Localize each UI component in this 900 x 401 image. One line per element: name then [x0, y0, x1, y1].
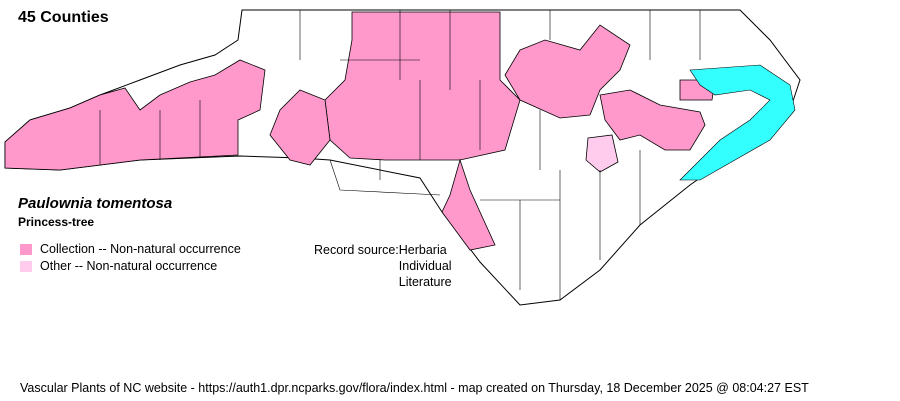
record-source-item: Literature [398, 275, 452, 289]
legend-item-collection: Collection -- Non-natural occurrence [20, 242, 241, 256]
other-county [585, 134, 619, 173]
record-source: Record source: Herbaria Individual Liter… [314, 242, 452, 290]
legend-swatch-other [20, 260, 32, 272]
legend-item-other: Other -- Non-natural occurrence [20, 259, 217, 273]
county-count: 45 Counties [18, 9, 109, 26]
species-scientific-name: Paulownia tomentosa [18, 195, 173, 212]
footer-credit: Vascular Plants of NC website - https://… [20, 381, 809, 395]
record-source-item: Herbaria [398, 243, 447, 257]
record-source-item: Individual [398, 259, 452, 273]
legend-swatch-collection [20, 243, 32, 255]
legend-label: Other -- Non-natural occurrence [40, 259, 218, 273]
legend-label: Collection -- Non-natural occurrence [40, 242, 241, 256]
species-common-name: Princess-tree [18, 215, 95, 229]
collection-counties [4, 11, 716, 251]
sounds-water [679, 64, 796, 181]
county-borders [99, 10, 701, 300]
record-source-label: Record source: [314, 243, 399, 257]
